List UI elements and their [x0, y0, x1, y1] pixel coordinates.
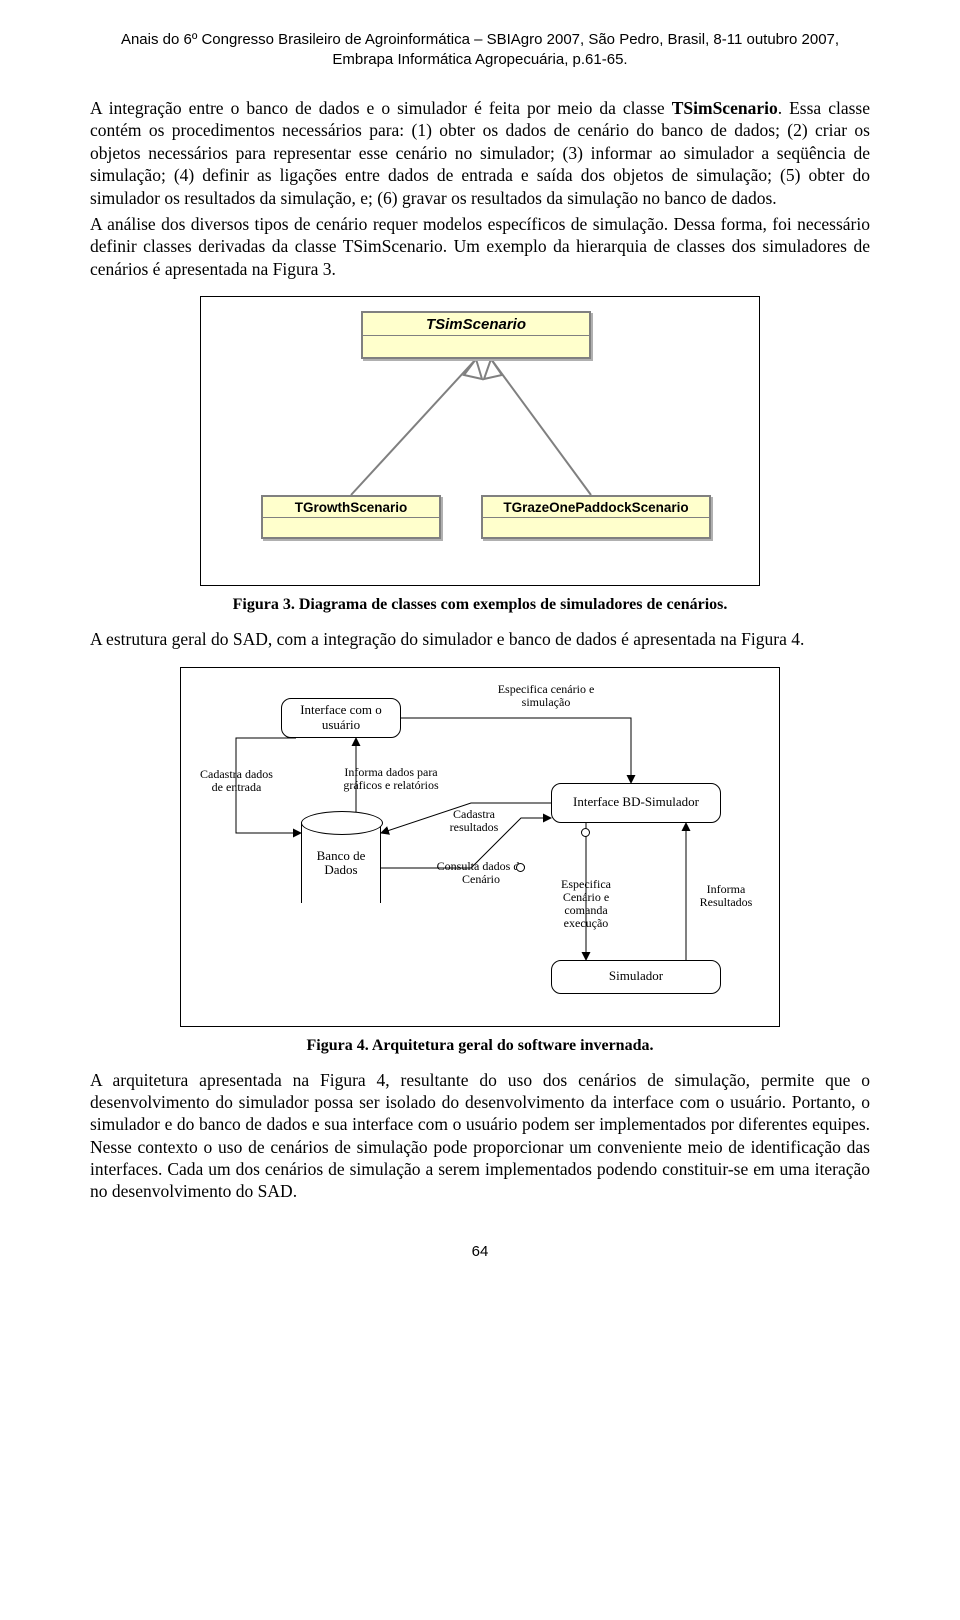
node-banco-de-dados-label: Banco deDados	[317, 848, 366, 877]
figure-4-architecture-diagram: Interface com ousuário Especifica cenári…	[180, 667, 780, 1027]
label-cadastra-dados-entrada: Cadastra dadosde entrada	[189, 768, 284, 794]
node-interface-usuario: Interface com ousuário	[281, 698, 401, 738]
class-name-tsimscenario: TSimScenario	[672, 98, 778, 118]
running-header-line1: Anais do 6º Congresso Brasileiro de Agro…	[90, 30, 870, 50]
label-especifica-cenario-simulacao: Especifica cenário esimulação	[481, 683, 611, 709]
uml-class-tsimscenario: TSimScenario	[361, 311, 591, 359]
uml-class-tgrowthscenario-title: TGrowthScenario	[263, 497, 439, 515]
paragraph-3: A estrutura geral do SAD, com a integraç…	[90, 628, 870, 650]
node-interface-usuario-label: Interface com ousuário	[286, 703, 396, 733]
figure-4-caption: Figura 4. Arquitetura geral do software …	[90, 1037, 870, 1055]
lollipop-interface-1-icon	[516, 863, 525, 872]
paragraph-2: A análise dos diversos tipos de cenário …	[90, 213, 870, 280]
node-simulador-label: Simulador	[556, 969, 716, 984]
uml-class-tgrazeonepaddock: TGrazeOnePaddockScenario	[481, 495, 711, 539]
node-banco-de-dados: Banco deDados	[301, 823, 381, 903]
label-cadastra-resultados: Cadastraresultados	[439, 808, 509, 834]
paragraph-4: A arquitetura apresentada na Figura 4, r…	[90, 1069, 870, 1203]
lollipop-interface-2-icon	[581, 828, 590, 837]
figure-3-uml-diagram: TSimScenario TGrowthScenario TGrazeOnePa…	[200, 296, 760, 586]
figure-3-caption: Figura 3. Diagrama de classes com exempl…	[90, 596, 870, 614]
paragraph-1-lead: A integração entre o banco de dados e o …	[90, 98, 672, 118]
uml-class-tgrazeonepaddock-title: TGrazeOnePaddockScenario	[483, 497, 709, 515]
page-number: 64	[90, 1243, 870, 1260]
node-simulador: Simulador	[551, 960, 721, 994]
uml-class-tsimscenario-title: TSimScenario	[363, 313, 589, 333]
label-informa-resultados: InformaResultados	[691, 883, 761, 909]
node-interface-bd-simulador: Interface BD-Simulador	[551, 783, 721, 823]
label-especifica-comanda-execucao: EspecificaCenário ecomandaexecução	[551, 878, 621, 931]
running-header-line2: Embrapa Informática Agropecuária, p.61-6…	[90, 50, 870, 70]
node-interface-bd-simulador-label: Interface BD-Simulador	[556, 795, 716, 810]
uml-class-tgrowthscenario: TGrowthScenario	[261, 495, 441, 539]
paragraph-1: A integração entre o banco de dados e o …	[90, 97, 870, 209]
label-informa-dados-graficos: Informa dados paragráficos e relatórios	[326, 766, 456, 792]
